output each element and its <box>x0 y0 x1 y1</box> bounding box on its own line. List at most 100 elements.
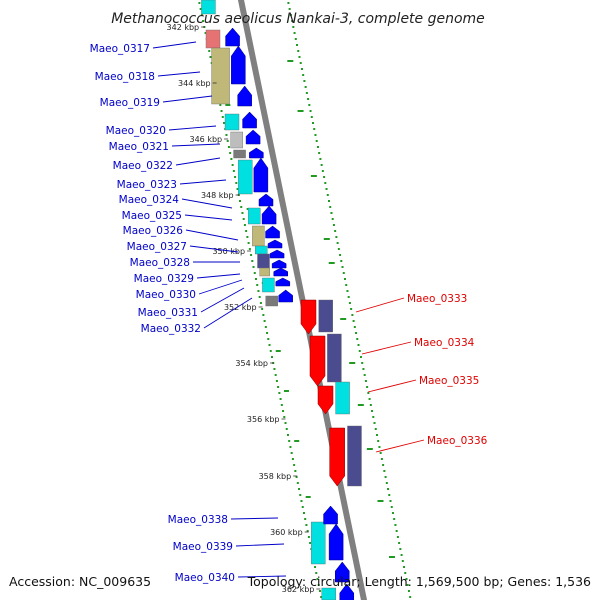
reverse-gene-arrow <box>329 427 345 487</box>
forward-gene-arrow <box>267 239 283 249</box>
gc-dot <box>341 266 344 268</box>
gc-dot <box>318 590 321 592</box>
gc-dot <box>307 536 310 538</box>
gc-dot <box>315 140 318 142</box>
gc-skew-dash <box>357 404 364 406</box>
forward-gene-arrow <box>275 277 291 287</box>
gc-skew-dash <box>328 262 335 264</box>
gc-dot <box>387 488 390 490</box>
gc-dot <box>313 128 316 130</box>
gc-dot <box>302 74 305 76</box>
gc-dot <box>361 362 364 364</box>
cog-block <box>248 207 261 225</box>
cog-block <box>335 381 350 415</box>
gc-dot <box>320 596 323 598</box>
gene-label: Maeo_0324 <box>119 194 180 206</box>
gc-skew-dash <box>323 238 330 240</box>
gc-dot <box>267 338 270 340</box>
cog-block <box>321 587 336 600</box>
gc-dot <box>248 248 251 250</box>
forward-gene-arrow <box>245 129 261 145</box>
gc-dot <box>304 518 307 520</box>
gc-skew-dash <box>287 60 294 62</box>
gc-dot <box>374 428 377 430</box>
gc-dot <box>326 194 329 196</box>
gc-dot <box>375 434 378 436</box>
gene-label: Maeo_0318 <box>95 71 155 83</box>
gc-dot <box>334 230 337 232</box>
tick-label: 342 kbp <box>167 23 200 32</box>
gc-skew-dash <box>340 318 347 320</box>
gc-dot <box>293 464 296 466</box>
label-leader-line <box>375 439 425 453</box>
gc-dot <box>256 284 259 286</box>
label-leader-line <box>203 297 253 329</box>
forward-gene-arrow <box>231 45 246 85</box>
gc-dot <box>305 92 308 94</box>
gc-skew-dash <box>283 390 289 392</box>
gc-dot <box>343 278 346 280</box>
gc-dot <box>394 524 397 526</box>
forward-gene-arrow <box>261 205 277 225</box>
cog-block <box>327 333 342 383</box>
gc-dot <box>362 368 365 370</box>
gc-dot <box>310 116 313 118</box>
gc-dot <box>319 158 322 160</box>
tick-label: 360 kbp <box>270 528 303 537</box>
gc-dot <box>247 242 250 244</box>
gc-dot <box>279 398 282 400</box>
gc-dot <box>389 500 392 502</box>
gc-dot <box>329 206 332 208</box>
gc-dot <box>239 200 241 202</box>
gc-dot <box>396 536 399 538</box>
gc-dot <box>340 260 343 262</box>
gc-dot <box>309 542 312 544</box>
gc-dot <box>390 506 393 508</box>
label-leader-line <box>235 543 285 547</box>
cog-block <box>262 277 275 293</box>
gene-label: Maeo_0327 <box>127 241 187 253</box>
gene-labels: Maeo_0317 Maeo_0318 Maeo_0319 Maeo_0320 Maeo… <box>90 41 488 584</box>
gc-dot <box>356 338 359 340</box>
label-leader-line <box>355 297 405 313</box>
gc-dot <box>219 104 222 106</box>
forward-gene-arrow <box>253 157 269 193</box>
gc-dot <box>345 284 348 286</box>
label-leader-line <box>361 341 412 355</box>
gc-dot <box>298 56 301 58</box>
gc-dot <box>291 20 294 22</box>
gc-dot <box>286 434 289 436</box>
gc-dot <box>403 566 406 568</box>
gc-dot <box>242 218 245 220</box>
forward-gene-arrow <box>249 147 264 159</box>
gene-label: Maeo_0332 <box>141 323 201 335</box>
gc-dot <box>259 302 262 304</box>
gc-dot <box>235 182 238 184</box>
forward-gene-arrow <box>323 505 338 525</box>
gene-label: Maeo_0321 <box>109 141 169 153</box>
gene-label: Maeo_0330 <box>136 289 196 301</box>
gc-dot <box>405 578 408 580</box>
gc-dot <box>325 188 328 190</box>
gc-dot <box>357 344 360 346</box>
gc-dot <box>352 320 355 322</box>
gc-dot <box>347 296 350 298</box>
gene-label: Maeo_0328 <box>130 257 190 269</box>
gene-label: Maeo_0323 <box>117 179 177 191</box>
gc-dot <box>302 512 305 514</box>
label-leader-line <box>171 143 221 147</box>
label-leader-line <box>184 214 233 221</box>
label-leader-line <box>179 179 227 185</box>
gc-dot <box>315 572 318 574</box>
gc-dot <box>198 2 201 4</box>
gc-dot <box>300 68 303 70</box>
gc-dot <box>304 86 307 88</box>
gc-dot <box>369 404 372 406</box>
gc-dot <box>288 8 291 10</box>
gc-dot <box>359 356 362 358</box>
tick-label: 358 kbp <box>259 472 292 481</box>
label-leader-line <box>162 95 213 103</box>
label-leader-line <box>196 273 241 279</box>
gc-dot <box>351 314 354 316</box>
label-leader-line <box>198 279 243 295</box>
